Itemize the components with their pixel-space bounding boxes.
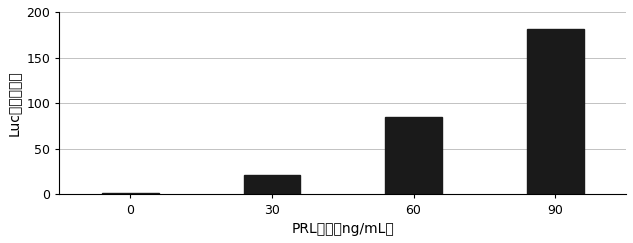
Bar [385, 117, 442, 194]
X-axis label: PRL浓度（ng/mL）: PRL浓度（ng/mL） [291, 222, 394, 236]
Y-axis label: Luc相对表达量: Luc相对表达量 [7, 70, 21, 136]
Bar [527, 29, 584, 194]
Bar [244, 175, 300, 194]
Bar [102, 193, 159, 194]
